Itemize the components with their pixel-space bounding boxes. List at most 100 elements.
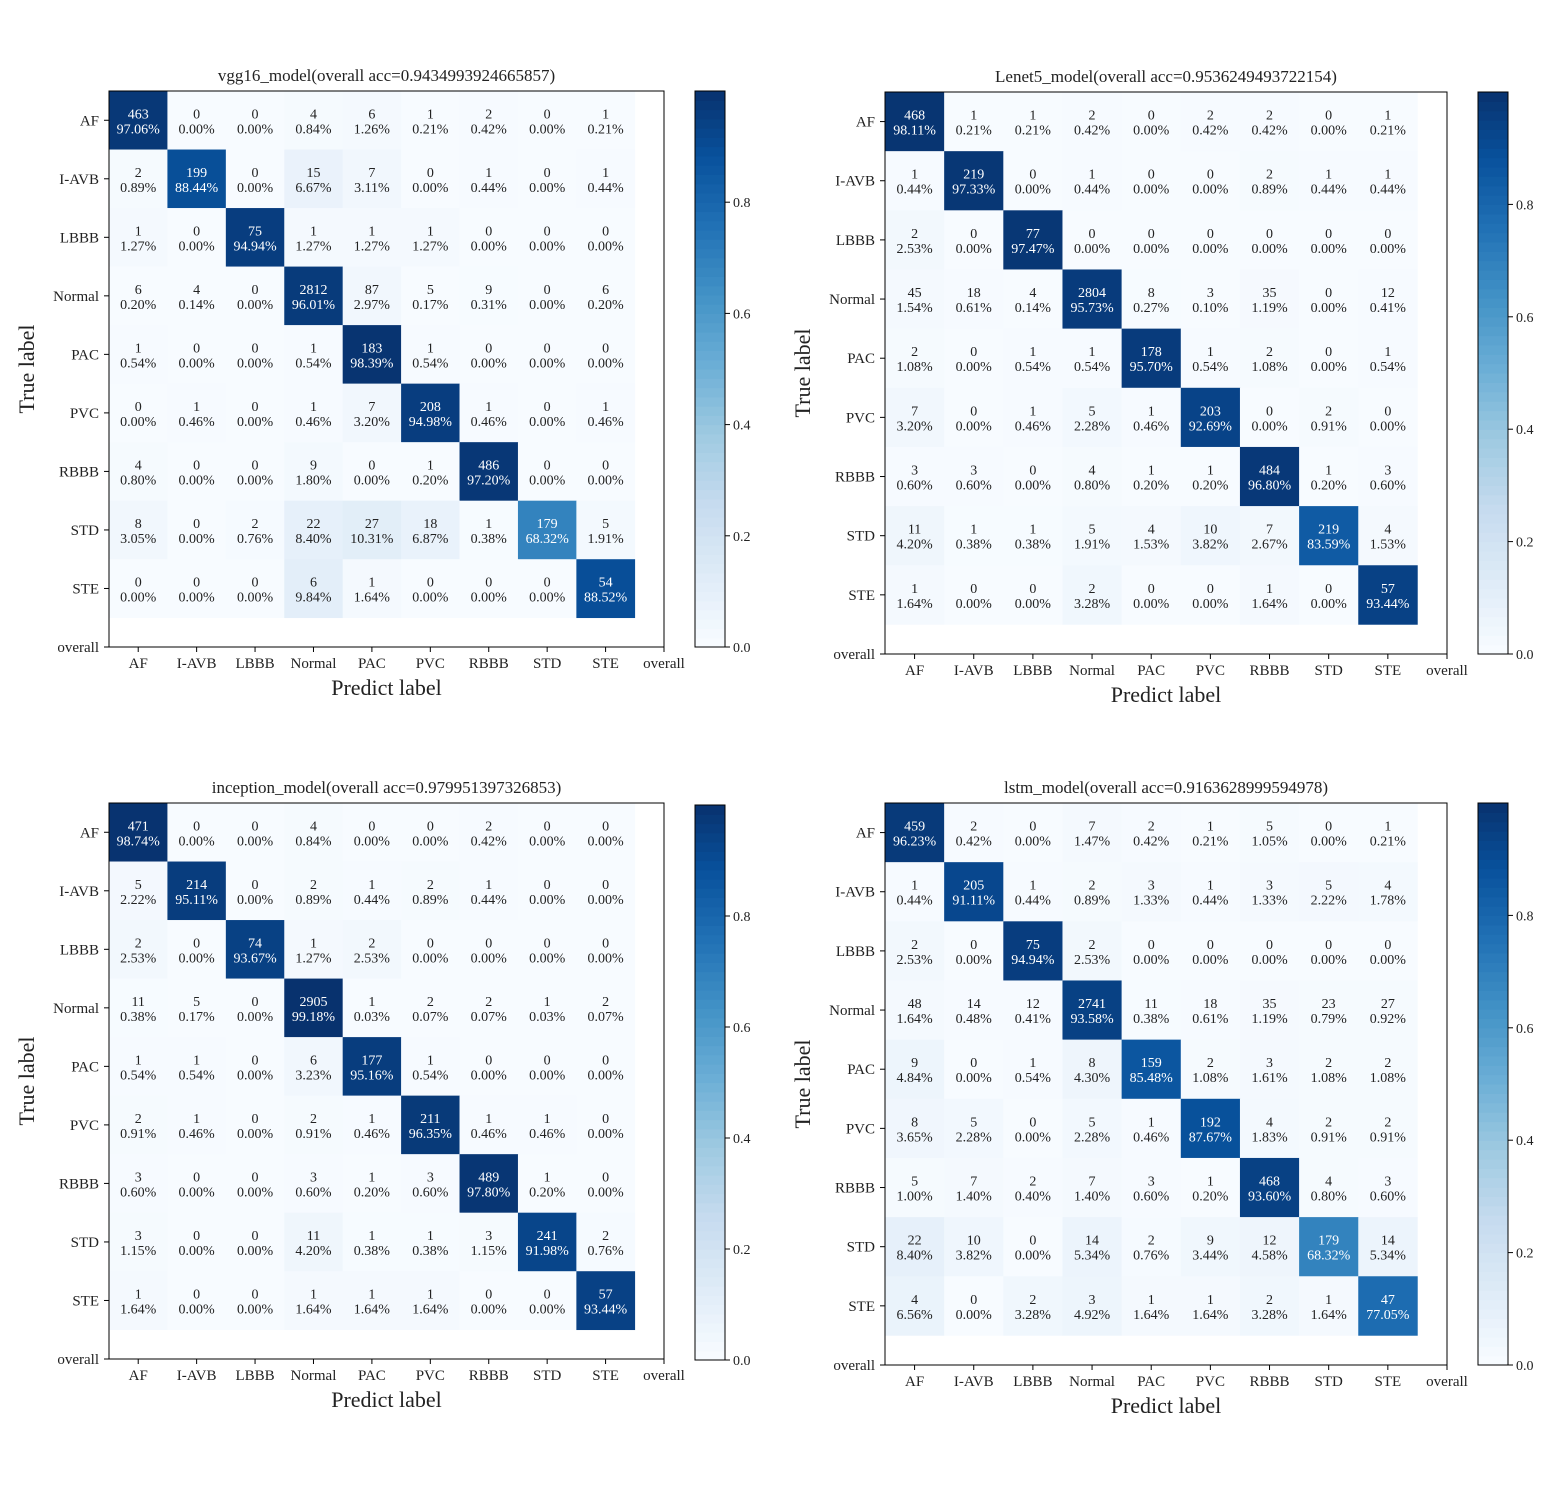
cell-percent: 0.60% [1370,479,1407,494]
matrix-cell [944,1276,1004,1336]
matrix-cell [1180,269,1241,329]
cell-percent: 0.00% [1311,953,1348,968]
cell-percent: 0.00% [1133,124,1170,139]
cell-percent: 0.00% [1133,953,1170,968]
matrix-cell [1180,387,1241,448]
cell-percent: 0.00% [956,953,993,968]
cell-count: 1 [1029,523,1036,538]
colorbar-segment [1478,260,1508,271]
cell-count: 5 [427,283,434,298]
matrix-cell [944,506,1004,566]
cell-count: 0 [970,582,977,597]
matrix-cell [1299,1039,1359,1100]
cell-count: 1 [368,1287,375,1302]
cell-percent: 0.80% [1074,479,1111,494]
colorbar-segment [1478,1252,1508,1263]
cell-percent: 0.54% [120,1068,157,1083]
cell-percent: 0.00% [1251,242,1288,257]
matrix-cell [1180,1098,1241,1159]
x-tick-label: RBBB [469,1368,509,1384]
matrix-cell [1003,151,1063,211]
matrix-cell [459,861,519,921]
colorbar-segment [695,443,725,453]
cell-percent: 0.44% [1370,183,1407,198]
cell-percent: 2.28% [1074,419,1111,434]
cell-count: 2 [1029,1293,1036,1308]
matrix-cell [401,803,460,862]
cell-percent: 0.46% [529,1127,566,1142]
cell-count: 1 [911,879,918,894]
cell-percent: 0.46% [179,415,216,430]
cell-percent: 2.53% [896,242,933,257]
x-tick-label: Normal [1069,663,1115,679]
cell-count: 11 [131,995,144,1010]
colorbar-segment [695,925,725,936]
colorbar-tick-label: 0.0 [1516,1359,1534,1374]
cell-percent: 0.42% [956,835,993,850]
cell-count: 0 [970,404,977,419]
colorbar-segment [695,1008,725,1019]
cell-count: 0 [1325,109,1332,124]
cell-percent: 1.64% [1311,1308,1348,1323]
matrix-cell [1062,1217,1122,1277]
colorbar-segment [1478,1009,1508,1020]
matrix-cell [167,1095,227,1155]
matrix-cell [1358,1157,1418,1218]
cell-count: 0 [1148,582,1155,597]
cell-percent: 2.28% [956,1130,993,1145]
cell-percent: 96.35% [409,1127,453,1142]
colorbar-segment [1478,962,1508,973]
colorbar-segment [1478,485,1508,496]
colorbar-segment [695,888,725,899]
colorbar-segment [1478,1215,1508,1226]
x-tick-label: PVC [1196,1374,1225,1390]
colorbar-segment [1478,579,1508,590]
cell-percent: 1.33% [1251,894,1288,909]
cell-count: 0 [1148,227,1155,242]
y-tick-label: RBBB [835,470,875,486]
cell-percent: 3.20% [354,415,391,430]
cell-percent: 1.80% [295,473,332,488]
matrix-cell [1358,1217,1418,1277]
cell-count: 3 [310,1170,317,1185]
y-tick-label: PAC [847,1062,875,1078]
cell-count: 2 [1148,820,1155,835]
cell-percent: 98.39% [350,356,394,371]
cell-percent: 0.00% [237,1185,274,1200]
matrix-cell [1239,803,1300,863]
cell-count: 1 [602,400,609,415]
cell-count: 6 [368,107,375,122]
cell-percent: 1.61% [1251,1071,1288,1086]
matrix-cell [1180,1157,1241,1218]
colorbar-segment [1478,532,1508,543]
colorbar-segment [1478,1130,1508,1141]
cell-percent: 4.58% [1251,1249,1288,1264]
matrix-cell [944,210,1004,270]
cell-percent: 0.00% [587,951,624,966]
colorbar-segment [1478,999,1508,1010]
plot-frame [108,90,665,648]
cell-count: 1 [193,1112,200,1127]
cell-percent: 0.44% [587,181,624,196]
matrix-cell [225,149,285,209]
cell-percent: 0.21% [956,124,993,139]
cell-percent: 1.64% [120,1302,157,1317]
cell-percent: 97.33% [952,183,996,198]
cell-percent: 0.00% [237,834,274,849]
cell-count: 2 [1266,1293,1273,1308]
colorbar-segment [695,165,725,175]
chart-title: inception_model(overall acc=0.9799513973… [212,778,562,797]
matrix-cell [167,803,227,862]
x-tick-label: I-AVB [954,663,994,679]
cell-percent: 0.46% [295,415,332,430]
x-tick-label: Normal [291,656,337,672]
matrix-cell [1239,92,1300,152]
cell-percent: 1.54% [896,301,933,316]
cell-count: 2 [135,1112,142,1127]
cell-count: 3 [1207,286,1214,301]
cell-count: 2 [1089,938,1096,953]
matrix-cell [1299,1276,1359,1336]
colorbar-segment [1478,607,1508,618]
cell-count: 2 [368,936,375,951]
cell-count: 3 [911,464,918,479]
